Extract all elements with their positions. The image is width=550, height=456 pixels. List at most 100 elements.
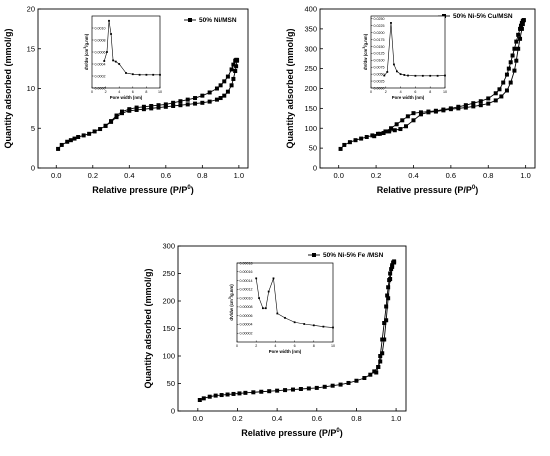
inset-y-tick-label: 0.0002 [95,74,106,78]
x-axis-label-close: ) [191,185,194,195]
data-point-desorption [394,122,399,127]
data-point-desorption [405,114,410,119]
data-point-desorption [383,129,388,134]
data-point-desorption [389,126,394,131]
y-tick-label: 350 [304,24,317,33]
data-point-adsorption [163,104,168,109]
data-point-adsorption [283,388,288,393]
inset-data-point [407,74,409,77]
data-point-adsorption [364,134,369,139]
y-tick-label: 150 [162,324,175,333]
inset-data-point [383,74,386,77]
inset-y-axis-label: dV/dw (cm3/g.nm) [228,284,234,321]
x-tick-label: 1.0 [234,171,244,180]
data-point-adsorption [359,136,364,141]
data-point-desorption [504,72,509,77]
data-point-desorption [109,119,114,124]
data-point-adsorption [59,142,64,147]
x-axis-label-close: ) [475,185,478,195]
x-tick-label: 0.2 [371,171,381,180]
inset-y-tick-label: 0.0010 [95,26,106,30]
inset-x-tick-label: 0 [236,344,238,348]
data-point-adsorption [231,391,236,396]
inset-frame [91,15,161,89]
data-point-desorption [374,370,379,375]
inset-x-tick-label: 8 [313,344,315,348]
inset-data-point [396,70,398,73]
data-point-desorption [229,67,234,72]
data-point-adsorption [229,83,234,88]
y-tick-label: 10 [27,84,35,93]
y-tick-label: 200 [304,84,317,93]
legend-marker [312,253,316,257]
data-point-adsorption [207,394,212,399]
inset-data-point [429,74,432,77]
data-point-desorption [380,337,385,342]
x-tick-label: 0.6 [161,171,171,180]
inset-data-point [110,33,112,35]
data-point-desorption [514,39,519,44]
x-axis-label-close: ) [340,428,343,438]
x-tick-label: 0.4 [272,414,282,423]
data-point-desorption [441,107,446,112]
x-axis-label-sup: 0 [472,185,476,191]
data-point-adsorption [290,387,295,392]
inset-y-tick-label: 0.0008 [95,38,106,42]
inset-y-tick-label: 0.00012 [240,288,253,292]
data-point-desorption [233,58,238,63]
inset-y-label-tail: /g.nm) [84,33,89,46]
data-point-adsorption [72,136,77,141]
inset-y-label-tail: /g.nm) [363,33,368,46]
x-axis-label: Relative pressure (P/P0) [92,185,193,195]
data-point-adsorption [197,398,202,402]
data-point-desorption [193,96,198,101]
inset-x-tick-label: 10 [331,344,335,348]
data-point-desorption [512,46,517,51]
inset-data-point [390,22,392,24]
data-point-desorption [388,271,393,276]
data-point-desorption [127,107,132,112]
data-point-adsorption [342,142,347,147]
data-point-adsorption [141,107,146,112]
inset-data-point [444,74,446,77]
data-point-adsorption [237,391,242,396]
data-point-desorption [411,111,416,116]
data-point-adsorption [486,101,491,106]
inset-y-axis-label: dV/dw (cm3/g.nm) [83,33,89,70]
data-point-desorption [218,83,223,88]
data-point-adsorption [225,392,230,397]
x-tick-label: 0.8 [483,171,493,180]
inset-y-tick-label: 0.0175 [374,38,385,42]
inset-y-tick-label: 0.00010 [240,296,253,300]
data-point-adsorption [387,129,392,134]
data-point-adsorption [411,118,416,123]
data-point-adsorption [504,88,509,93]
legend-marker [188,18,192,22]
data-point-adsorption [225,89,230,94]
data-point-desorption [448,106,453,111]
data-point-desorption [516,32,521,37]
y-axis-label: Quantity adsorbed (mmol/g) [3,28,13,148]
data-point-adsorption [259,389,264,394]
data-point-desorption [456,104,461,109]
x-tick-label: 1.0 [391,414,401,423]
data-point-adsorption [214,97,219,102]
data-point-desorption [506,66,511,71]
data-point-adsorption [222,93,227,98]
inset-x-tick-label: 2 [255,344,257,348]
data-point-desorption [390,263,395,268]
data-point-adsorption [514,58,519,63]
inset-chart: 0 2 4 6 8 10 0.00002 0.00004 0.00006 0.00008 0.000… [228,261,335,354]
inset-y-tick-label: 0.0006 [95,50,106,54]
inset-data-point [108,19,110,22]
data-point-adsorption [207,99,212,104]
data-point-adsorption [499,94,504,99]
data-point-adsorption [353,138,358,143]
inset-y-tick-label: 0.0225 [374,24,385,28]
data-point-desorption [141,104,146,109]
inset-data-point [421,74,424,77]
x-axis-label-sup: 0 [336,428,340,434]
y-tick-label: 400 [304,5,317,14]
inset-y-tick-label: 0.0250 [374,17,385,21]
